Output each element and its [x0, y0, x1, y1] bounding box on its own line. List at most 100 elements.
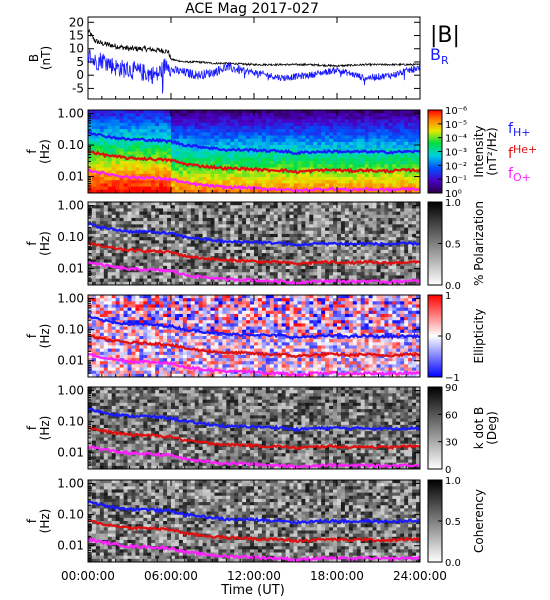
- heatmap-cell: [111, 186, 116, 191]
- heatmap-cell: [155, 227, 160, 232]
- heatmap-cell: [269, 262, 275, 267]
- heatmap-cell: [348, 132, 354, 136]
- heatmap-cell: [242, 129, 247, 133]
- heatmap-cell: [155, 154, 160, 159]
- ylabel: (Hz): [38, 231, 52, 256]
- heatmap-cell: [293, 148, 298, 152]
- heatmap-cell: [360, 221, 365, 225]
- heatmap-cell: [396, 243, 401, 247]
- heatmap-cell: [139, 243, 144, 247]
- heatmap-cell: [198, 281, 203, 286]
- heatmap-cell: [277, 246, 282, 251]
- heatmap-cell: [277, 170, 282, 175]
- heatmap-cell: [111, 348, 116, 353]
- heatmap-cell: [352, 145, 358, 149]
- heatmap-cell: [194, 269, 199, 273]
- heatmap-cell: [352, 230, 358, 235]
- heatmap-cell: [392, 275, 397, 279]
- heatmap-cell: [317, 202, 322, 206]
- heatmap-cell: [313, 173, 318, 178]
- heatmap-cell: [309, 186, 314, 191]
- heatmap-cell: [321, 122, 326, 127]
- heatmap-cell: [95, 129, 101, 133]
- heatmap-cell: [91, 348, 97, 353]
- heatmap-cell: [171, 129, 176, 133]
- heatmap-cell: [285, 281, 290, 286]
- heatmap-cell: [159, 246, 164, 251]
- heatmap-cell: [151, 161, 156, 165]
- heatmap-cell: [317, 269, 322, 273]
- heatmap-cell: [360, 183, 365, 187]
- heatmap-cell: [348, 269, 354, 273]
- heatmap-cell: [277, 227, 282, 232]
- heatmap-cell: [333, 186, 338, 191]
- heatmap-cell: [329, 230, 334, 235]
- heatmap-cell: [285, 177, 290, 181]
- heatmap-cell: [206, 224, 211, 228]
- heatmap-cell: [301, 132, 306, 136]
- heatmap-cell: [285, 256, 290, 260]
- heatmap-cell: [388, 167, 393, 171]
- heatmap-cell: [91, 370, 97, 375]
- heatmap-cell: [325, 233, 330, 238]
- heatmap-cell: [242, 177, 247, 181]
- heatmap-cell: [242, 205, 247, 209]
- heatmap-cell: [396, 189, 401, 194]
- heatmap-cell: [127, 265, 132, 270]
- heatmap-cell: [163, 272, 168, 276]
- heatmap-cell: [143, 217, 148, 222]
- heatmap-cell: [151, 336, 156, 340]
- heatmap-cell: [131, 173, 136, 178]
- heatmap-cell: [254, 269, 259, 273]
- heatmap-cell: [99, 348, 105, 353]
- heatmap-cell: [91, 214, 97, 219]
- heatmap-cell: [167, 125, 172, 130]
- heatmap-cell: [135, 148, 140, 152]
- heatmap-cell: [400, 278, 405, 283]
- heatmap-cell: [360, 211, 365, 216]
- heatmap-cell: [344, 110, 350, 114]
- heatmap-cell: [313, 135, 318, 140]
- heatmap-cell: [400, 233, 405, 238]
- heatmap-cell: [289, 208, 294, 212]
- heatmap-cell: [95, 116, 101, 120]
- heatmap-cell: [261, 161, 267, 165]
- heatmap-cell: [305, 227, 310, 232]
- heatmap-cell: [99, 186, 105, 191]
- heatmap-cell: [321, 205, 326, 209]
- heatmap-cell: [135, 164, 140, 168]
- heatmap-cell: [131, 132, 136, 136]
- heatmap-cell: [88, 161, 93, 165]
- heatmap-cell: [388, 224, 393, 228]
- heatmap-cell: [352, 214, 358, 219]
- heatmap-cell: [344, 116, 350, 120]
- heatmap-cell: [309, 157, 314, 162]
- heatmap-cell: [99, 307, 105, 312]
- heatmap-cell: [178, 227, 184, 232]
- line-f-he: [87, 241, 421, 266]
- heatmap-cell: [269, 249, 275, 254]
- heatmap-cell: [186, 167, 192, 171]
- heatmap-cell: [344, 129, 350, 133]
- heatmap-cell: [309, 113, 314, 117]
- heatmap-cell: [372, 135, 377, 140]
- heatmap-cell: [103, 298, 109, 302]
- heatmap-cell: [408, 135, 413, 140]
- heatmap-cell: [257, 154, 263, 159]
- heatmap-cell: [123, 351, 128, 356]
- heatmap-cell: [384, 265, 389, 270]
- heatmap-cell: [127, 329, 132, 334]
- heatmap-cell: [194, 249, 199, 254]
- heatmap-cell: [190, 243, 196, 247]
- heatmap-cell: [163, 110, 168, 114]
- heatmap-cell: [305, 180, 310, 184]
- heatmap-cell: [392, 122, 397, 127]
- heatmap-cell: [293, 157, 298, 162]
- heatmap-cell: [246, 125, 251, 130]
- heatmap-cell: [400, 170, 405, 175]
- heatmap-cell: [329, 224, 334, 228]
- heatmap-cell: [139, 183, 144, 187]
- heatmap-cell: [321, 132, 326, 136]
- heatmap-cell: [88, 224, 93, 228]
- heatmap-cell: [155, 367, 160, 371]
